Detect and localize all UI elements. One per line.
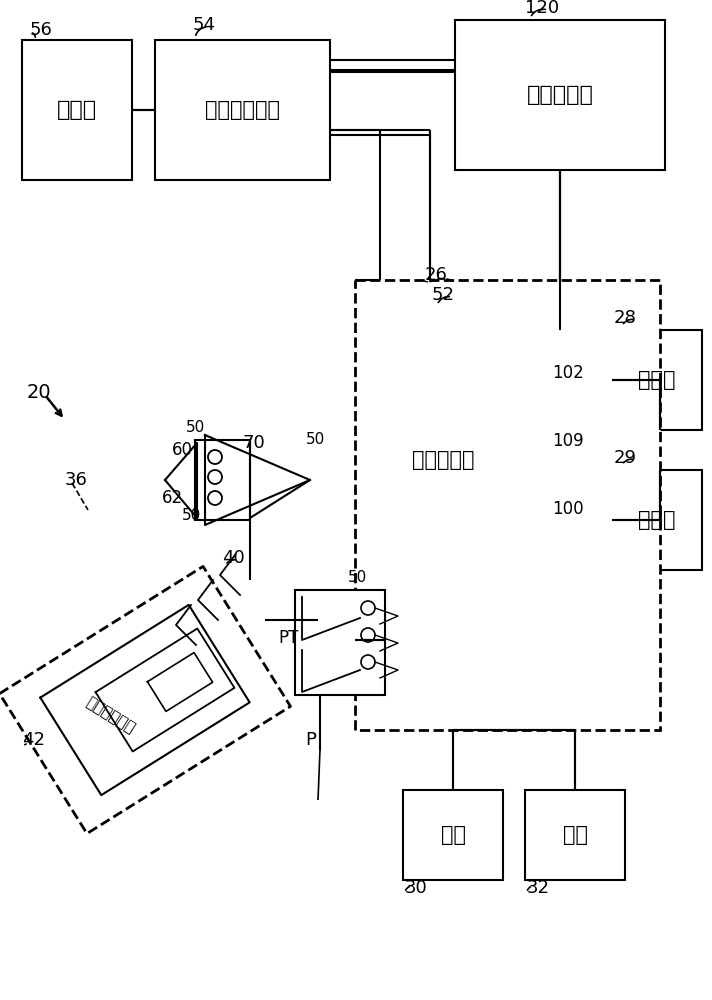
Text: 频率控制器: 频率控制器 <box>527 85 593 105</box>
Text: 102: 102 <box>552 363 583 381</box>
Text: 60: 60 <box>172 441 193 459</box>
Text: 50: 50 <box>306 432 325 448</box>
Bar <box>155 40 330 180</box>
Bar <box>295 590 385 695</box>
Text: PT: PT <box>278 629 298 647</box>
Text: 50: 50 <box>186 420 205 434</box>
Text: 50: 50 <box>182 508 201 524</box>
Text: 20: 20 <box>27 382 52 401</box>
Text: 52: 52 <box>432 286 455 304</box>
Bar <box>403 790 503 880</box>
Text: P: P <box>305 731 316 749</box>
Text: 40: 40 <box>222 549 245 567</box>
Text: 操纵器控制器: 操纵器控制器 <box>205 100 280 120</box>
Bar <box>455 20 665 170</box>
Bar <box>195 440 250 520</box>
Text: 输入: 输入 <box>562 825 587 845</box>
Text: 109: 109 <box>552 432 583 450</box>
Text: 32: 32 <box>527 879 550 897</box>
Text: 29: 29 <box>614 449 637 467</box>
Text: 导航处理器: 导航处理器 <box>412 450 474 470</box>
Text: 显示器: 显示器 <box>638 370 676 390</box>
Bar <box>355 280 660 730</box>
Text: 30: 30 <box>405 879 428 897</box>
Text: 36: 36 <box>65 471 88 489</box>
Text: 70: 70 <box>242 434 265 452</box>
Bar <box>535 345 600 400</box>
Text: 42: 42 <box>22 731 45 749</box>
Text: 操纵器: 操纵器 <box>57 100 97 120</box>
Text: 62: 62 <box>162 489 183 507</box>
Bar <box>612 330 702 430</box>
Text: 磁铁装置组件: 磁铁装置组件 <box>83 694 137 736</box>
Bar <box>612 470 702 570</box>
Text: 100: 100 <box>552 499 583 518</box>
Bar <box>535 413 600 468</box>
Bar <box>535 481 600 536</box>
Text: 50: 50 <box>348 570 367 585</box>
Bar <box>525 790 625 880</box>
Bar <box>388 330 613 590</box>
Text: 输入: 输入 <box>441 825 466 845</box>
Text: 120: 120 <box>525 0 559 17</box>
Bar <box>22 40 132 180</box>
Text: 26: 26 <box>425 266 448 284</box>
Text: 显示器: 显示器 <box>638 510 676 530</box>
Text: 54: 54 <box>193 16 216 34</box>
Text: 28: 28 <box>614 309 637 327</box>
Text: 56: 56 <box>30 21 53 39</box>
